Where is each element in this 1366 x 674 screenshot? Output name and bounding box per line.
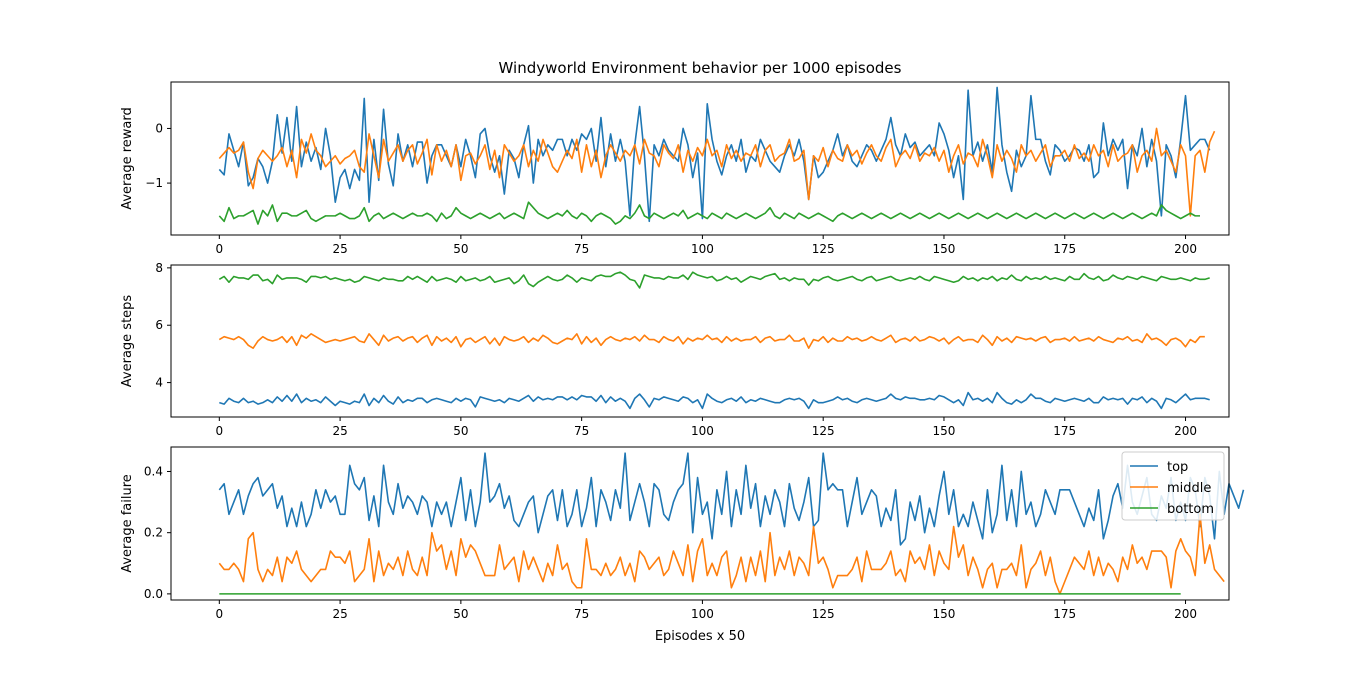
x-tick-label: 200: [1174, 242, 1197, 256]
axes-frame: [170, 81, 1230, 236]
y-tick-label: 6: [155, 318, 163, 332]
x-tick-label: 0: [215, 607, 223, 621]
series-line-middle: [218, 513, 1225, 595]
x-tick-label: 0: [215, 424, 223, 438]
x-tick-label: 75: [574, 424, 589, 438]
y-tick-label: −1: [145, 176, 163, 190]
x-tick-label: 75: [574, 242, 589, 256]
y-tick-label: 0.0: [144, 587, 163, 601]
y-axis-label: Average failure: [120, 474, 135, 573]
axes-frame: [170, 446, 1230, 601]
series-line-top: [218, 452, 1245, 546]
x-tick-label: 200: [1174, 607, 1197, 621]
y-axis-label: Average steps: [120, 295, 135, 388]
axes-frame: [170, 264, 1230, 418]
figure-title: Windyworld Environment behavior per 1000…: [499, 59, 902, 77]
legend-label-top: top: [1167, 460, 1188, 475]
legend: top middle bottom: [1121, 451, 1225, 521]
x-tick-label: 125: [812, 607, 835, 621]
series-line-middle: [218, 333, 1205, 349]
x-tick-label: 100: [691, 242, 714, 256]
y-tick-label: 0: [155, 121, 163, 135]
x-tick-label: 150: [933, 607, 956, 621]
legend-label-bottom: bottom: [1167, 502, 1214, 517]
x-tick-label: 175: [1053, 607, 1076, 621]
y-tick-label: 0.4: [144, 464, 163, 478]
y-tick-label: 0.2: [144, 526, 163, 540]
x-tick-label: 50: [453, 607, 468, 621]
y-axis-label: Average reward: [120, 107, 135, 210]
series-line-top: [219, 391, 1210, 410]
x-tick-label: 175: [1053, 242, 1076, 256]
x-axis-label: Episodes x 50: [655, 629, 745, 644]
x-tick-label: 50: [453, 424, 468, 438]
chart-steps: 0 25 50 75 100 125 150 175 200 4 6 8 Average steps: [120, 261, 1230, 438]
x-tick-label: 175: [1053, 424, 1076, 438]
chart-failure: 0 25 50 75 100 125 150 175 200 0.0 0.2 0.4 Average f…: [120, 446, 1245, 644]
legend-box: [1121, 451, 1225, 521]
series-line-top: [218, 86, 1211, 223]
x-tick-label: 25: [332, 607, 347, 621]
chart-reward: 0 25 50 75 100 125 150 175 200 −1 0 Average reward: [120, 81, 1230, 256]
y-tick-label: 8: [155, 261, 163, 275]
x-tick-label: 200: [1174, 424, 1197, 438]
x-tick-label: 100: [691, 424, 714, 438]
x-tick-label: 125: [812, 242, 835, 256]
x-tick-label: 150: [933, 242, 956, 256]
legend-label-middle: middle: [1167, 481, 1211, 496]
x-tick-label: 50: [453, 242, 468, 256]
x-tick-label: 25: [332, 242, 347, 256]
y-tick-label: 4: [155, 376, 163, 390]
series-line-middle: [218, 127, 1216, 217]
series-line-bottom: [218, 201, 1201, 225]
x-tick-label: 100: [691, 607, 714, 621]
x-tick-label: 0: [215, 242, 223, 256]
x-tick-label: 150: [933, 424, 956, 438]
series-line-bottom: [218, 271, 1210, 289]
x-tick-label: 25: [332, 424, 347, 438]
x-tick-label: 75: [574, 607, 589, 621]
x-tick-label: 125: [812, 424, 835, 438]
